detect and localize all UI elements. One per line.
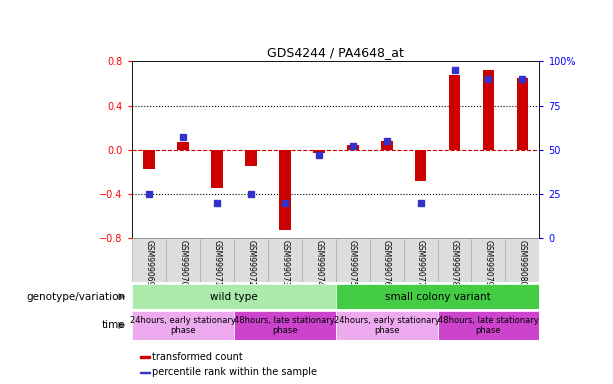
Bar [381,141,392,150]
Text: GSM999072: GSM999072 [246,240,255,287]
Bar [403,238,438,282]
Bar [140,372,150,373]
Title: GDS4244 / PA4648_at: GDS4244 / PA4648_at [267,46,404,59]
Bar [482,70,495,150]
Bar [336,284,539,309]
Bar [471,238,506,282]
Bar [245,150,257,166]
Text: GSM999074: GSM999074 [314,240,323,287]
Text: genotype/variation: genotype/variation [26,291,126,302]
Text: transformed count: transformed count [152,352,243,362]
Bar [234,311,336,340]
Text: GSM999077: GSM999077 [416,240,425,287]
Text: percentile rank within the sample: percentile rank within the sample [152,367,317,377]
Text: GSM999075: GSM999075 [348,240,357,287]
Bar [313,150,324,153]
Text: GSM999073: GSM999073 [280,240,289,287]
Text: GSM999071: GSM999071 [212,240,221,287]
Bar [200,238,234,282]
Text: time: time [102,320,126,331]
Text: 48hours, late stationary
phase: 48hours, late stationary phase [234,316,335,335]
Text: GSM999079: GSM999079 [484,240,493,287]
Bar [438,238,471,282]
Bar [166,238,200,282]
Bar [347,145,359,150]
Bar [517,78,528,150]
Text: GSM999070: GSM999070 [178,240,187,287]
Bar [370,238,403,282]
Bar [132,238,166,282]
Bar [279,150,291,230]
Bar [268,238,302,282]
Bar [132,284,336,309]
Bar [140,356,150,358]
Bar [438,311,539,340]
Text: GSM999080: GSM999080 [518,240,527,287]
Bar [336,311,438,340]
Bar [143,150,154,169]
Bar [414,150,427,180]
Bar [302,238,336,282]
Bar [132,311,234,340]
Bar [177,142,189,150]
Text: 48hours, late stationary
phase: 48hours, late stationary phase [438,316,539,335]
Bar [234,238,268,282]
Text: wild type: wild type [210,291,257,302]
Bar [449,74,460,150]
Text: small colony variant: small colony variant [384,291,490,302]
Bar [506,238,539,282]
Bar [211,150,223,189]
Text: GSM999078: GSM999078 [450,240,459,287]
Text: GSM999069: GSM999069 [144,240,153,287]
Text: 24hours, early stationary
phase: 24hours, early stationary phase [333,316,440,335]
Text: GSM999076: GSM999076 [382,240,391,287]
Bar [336,238,370,282]
Text: 24hours, early stationary
phase: 24hours, early stationary phase [130,316,235,335]
